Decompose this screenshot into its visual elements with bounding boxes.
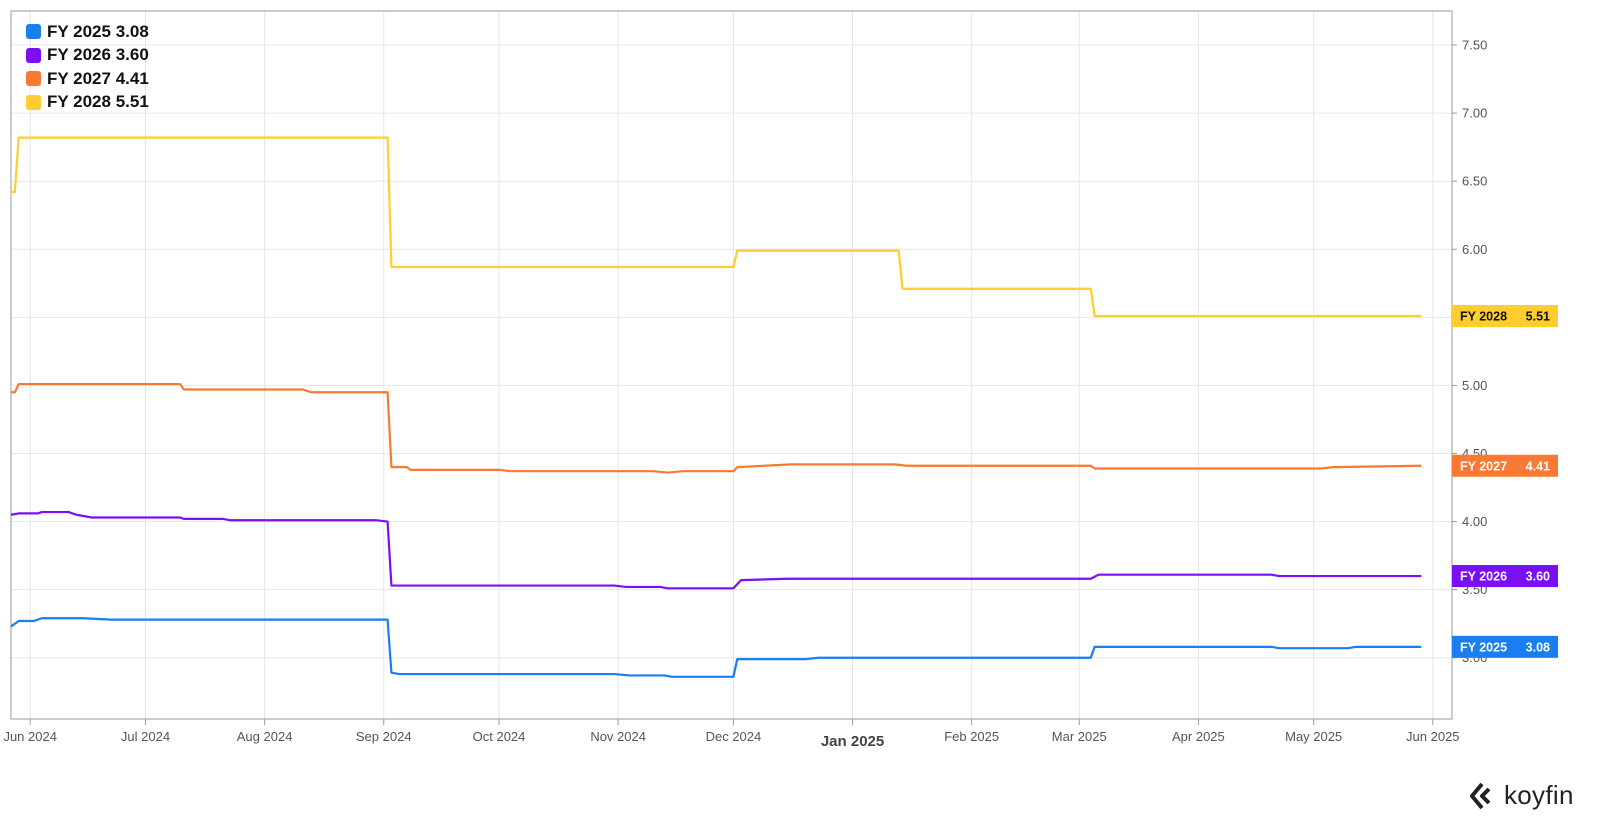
- x-tick-label: Oct 2024: [473, 729, 526, 744]
- legend-swatch: [26, 71, 41, 87]
- tag-series-name: FY 2027: [1460, 459, 1507, 473]
- x-tick-label: Jan 2025: [821, 733, 884, 750]
- x-axis: Jun 2024 Jul 2024 Aug 2024 Sep 2024 Oct 2024…: [3, 719, 1460, 750]
- legend-label: FY 2025 3.08: [47, 21, 149, 41]
- legend-label: FY 2028 5.51: [47, 92, 149, 112]
- x-tick-label: Sep 2024: [356, 729, 412, 744]
- brand-name: koyfin: [1504, 780, 1574, 810]
- tag-background: [1452, 454, 1558, 477]
- x-tick-label: Jun 2024: [3, 729, 57, 744]
- x-tick-label: Feb 2025: [944, 729, 999, 744]
- last-value-tags: FY 2025 3.08 FY 2026 3.60 FY 2027 4.41 FY 2028…: [1452, 304, 1558, 658]
- grid-lines: [11, 11, 1452, 719]
- y-tick-label: 7.50: [1462, 38, 1487, 53]
- last-value-tag-fy-2028: FY 2028 5.51: [1452, 304, 1558, 327]
- legend-item-fy-2027[interactable]: FY 2027 4.41: [26, 67, 149, 91]
- y-tick-label: 5.00: [1462, 378, 1487, 393]
- tag-value: 4.41: [1526, 459, 1550, 473]
- x-tick-label: Jun 2025: [1406, 729, 1460, 744]
- tag-value: 3.60: [1526, 570, 1550, 584]
- y-tick-label: 4.00: [1462, 514, 1487, 529]
- last-value-tag-fy-2026: FY 2026 3.60: [1452, 565, 1558, 588]
- legend-label: FY 2026 3.60: [47, 45, 149, 65]
- tag-background: [1452, 304, 1558, 327]
- brand-logo: koyfin: [1468, 780, 1574, 811]
- y-tick-label: 6.00: [1462, 242, 1487, 257]
- y-tick-label: 6.50: [1462, 174, 1487, 189]
- x-tick-label: Mar 2025: [1052, 729, 1107, 744]
- legend-label: FY 2027 4.41: [47, 68, 149, 88]
- tag-value: 5.51: [1526, 309, 1550, 323]
- tag-background: [1452, 565, 1558, 588]
- series-line-fy-2026: [10, 510, 1422, 590]
- y-tick-label: 7.00: [1462, 106, 1487, 121]
- tag-series-name: FY 2026: [1460, 570, 1507, 584]
- series-lines: [10, 136, 1422, 678]
- legend-swatch: [26, 47, 41, 63]
- koyfin-logo-icon: [1470, 782, 1491, 809]
- legend: FY 2025 3.08 FY 2026 3.60 FY 2027 4.41 F…: [26, 20, 149, 114]
- series-line-fy-2027: [11, 382, 1422, 474]
- x-tick-label: Apr 2025: [1172, 729, 1225, 744]
- x-tick-label: May 2025: [1285, 729, 1342, 744]
- x-tick-label: Dec 2024: [706, 729, 762, 744]
- legend-item-fy-2025[interactable]: FY 2025 3.08: [26, 20, 149, 44]
- tag-series-name: FY 2028: [1460, 309, 1507, 323]
- legend-swatch: [26, 94, 41, 110]
- last-value-tag-fy-2025: FY 2025 3.08: [1452, 635, 1558, 658]
- x-tick-label: Aug 2024: [237, 729, 293, 744]
- legend-item-fy-2028[interactable]: FY 2028 5.51: [26, 91, 149, 115]
- legend-swatch: [26, 24, 41, 40]
- x-tick-label: Nov 2024: [590, 729, 646, 744]
- tag-series-name: FY 2025: [1460, 640, 1507, 654]
- plot-frame: [10, 10, 1453, 720]
- series-line-fy-2025: [10, 617, 1422, 678]
- series-line-fy-2028: [11, 136, 1422, 318]
- tag-background: [1452, 635, 1558, 658]
- legend-item-fy-2026[interactable]: FY 2026 3.60: [26, 44, 149, 68]
- last-value-tag-fy-2027: FY 2027 4.41: [1452, 454, 1558, 477]
- x-tick-label: Jul 2024: [121, 729, 170, 744]
- tag-value: 3.08: [1526, 640, 1550, 654]
